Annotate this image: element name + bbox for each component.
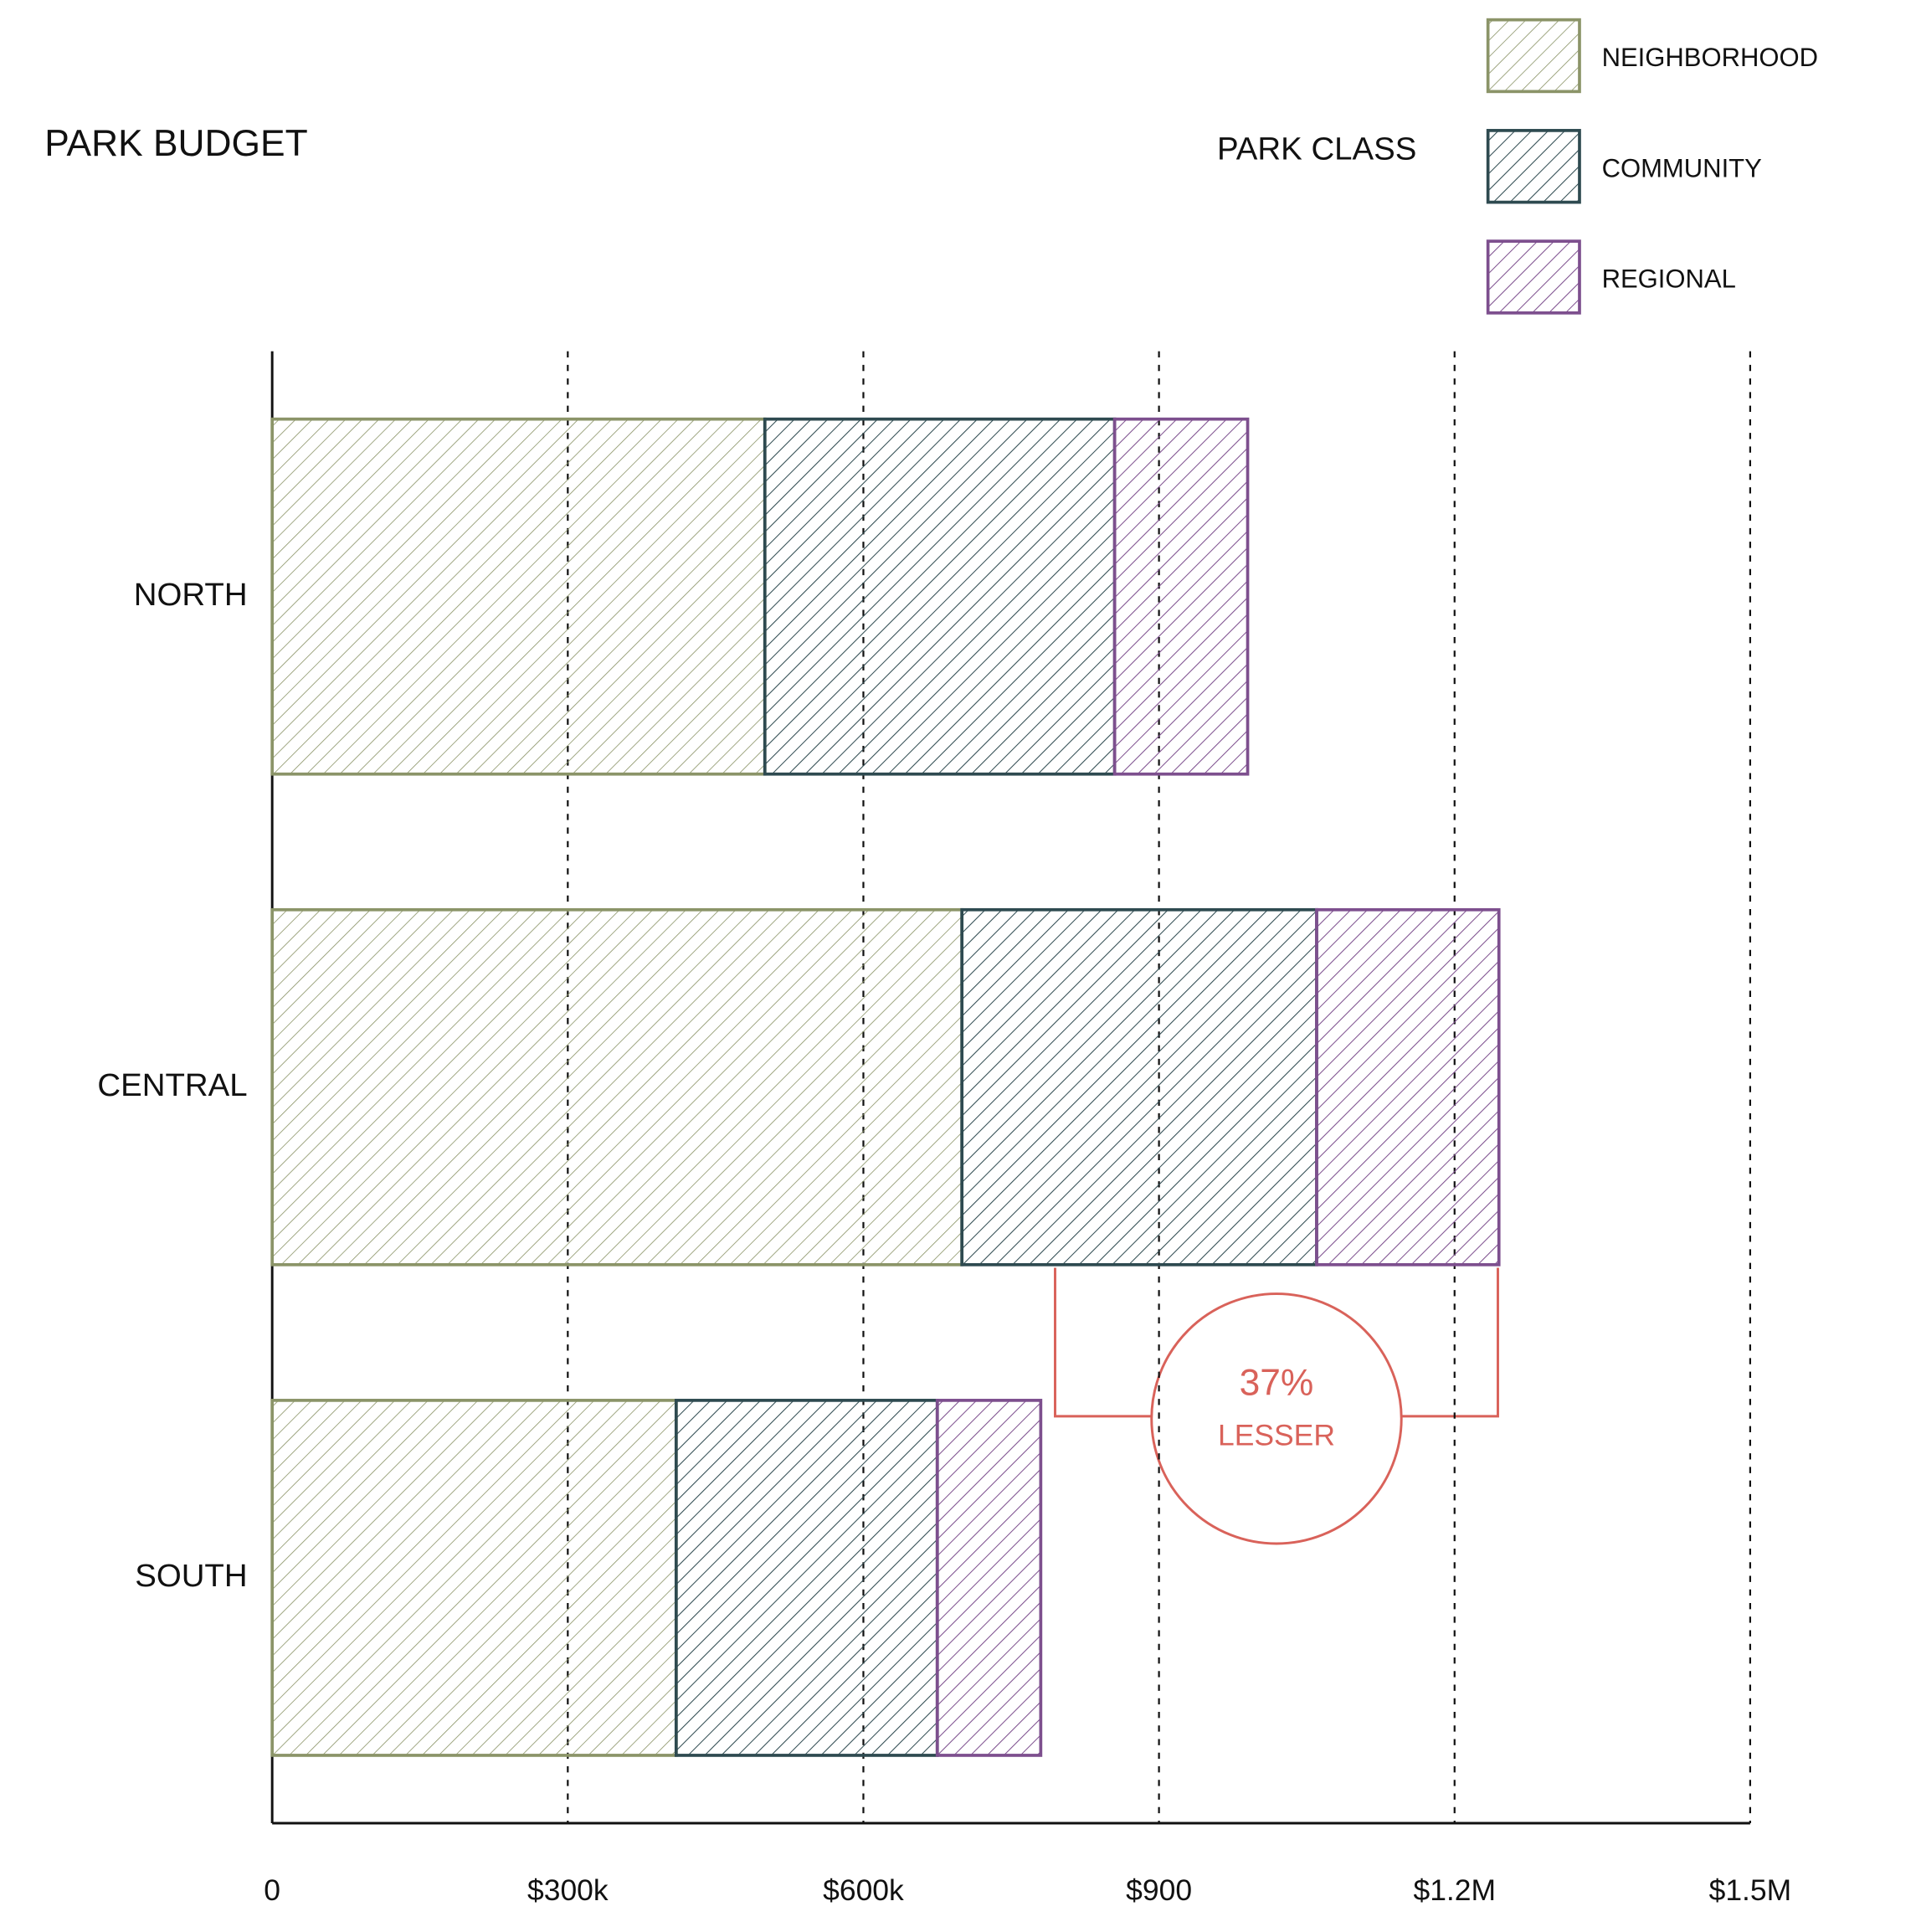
bar-segment <box>960 907 1318 1267</box>
annotation-text: LESSER <box>1218 1418 1335 1452</box>
y-tick-label: SOUTH <box>135 1558 247 1594</box>
bar-segment <box>1315 907 1501 1267</box>
bar-segment <box>270 417 767 776</box>
bar-segment <box>270 907 964 1267</box>
chart-title: PARK BUDGET <box>44 123 307 164</box>
bar-segment <box>270 1399 678 1757</box>
legend-label: COMMUNITY <box>1602 153 1762 182</box>
annotation: 37% LESSER <box>1054 1267 1499 1545</box>
bar-segment <box>763 417 1117 776</box>
x-tick-label: $300k <box>527 1873 609 1907</box>
legend-swatch <box>1486 239 1581 315</box>
legend-label: NEIGHBORHOOD <box>1602 43 1818 72</box>
bar-segment <box>674 1399 939 1757</box>
annotation-value: 37% <box>1240 1363 1314 1404</box>
x-tick-label: 0 <box>264 1873 280 1907</box>
x-tick-label: $600k <box>823 1873 904 1907</box>
x-tick-label: $900 <box>1126 1873 1192 1907</box>
legend-swatch <box>1486 18 1581 94</box>
bar-segment <box>1112 417 1250 776</box>
legend-label: REGIONAL <box>1602 265 1736 294</box>
legend-title: PARK CLASS <box>1217 131 1416 167</box>
y-tick-label: CENTRAL <box>97 1067 247 1103</box>
legend-swatch <box>1486 129 1581 204</box>
annotation-circle <box>1150 1292 1403 1545</box>
y-tick-label: NORTH <box>134 577 248 613</box>
bar-segment <box>935 1399 1043 1757</box>
x-tick-label: $1.2M <box>1413 1873 1496 1907</box>
annotation-bracket <box>1401 1267 1499 1418</box>
annotation-bracket <box>1054 1267 1152 1418</box>
x-tick-label: $1.5M <box>1709 1873 1792 1907</box>
